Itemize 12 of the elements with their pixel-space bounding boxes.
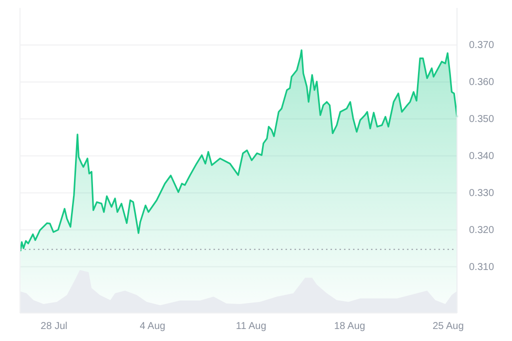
y-tick-label: 0.320 [469, 225, 494, 236]
y-tick-label: 0.370 [469, 40, 494, 52]
y-tick-label: 0.350 [469, 114, 494, 126]
x-tick-label: 4 Aug [140, 321, 166, 332]
y-tick-label: 0.330 [469, 188, 494, 200]
y-tick-label: 0.340 [469, 151, 494, 162]
y-tick-label: 0.310 [469, 262, 494, 273]
y-tick-label: 0.360 [469, 77, 494, 88]
x-tick-label: 11 Aug [236, 321, 266, 332]
x-tick-label: 28 Jul [40, 321, 68, 332]
x-tick-label: 25 Aug [432, 321, 464, 332]
x-tick-label: 18 Aug [334, 321, 366, 332]
